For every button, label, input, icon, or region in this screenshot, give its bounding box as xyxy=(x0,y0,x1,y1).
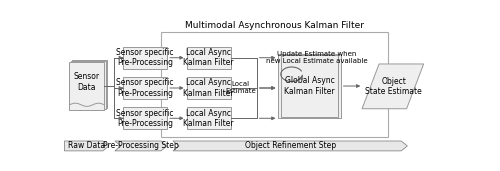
Bar xyxy=(278,54,340,118)
Text: Local Async
Kalman Filter: Local Async Kalman Filter xyxy=(184,78,234,98)
Bar xyxy=(282,55,338,117)
Bar xyxy=(71,61,106,109)
Text: Pre-Processing Step: Pre-Processing Step xyxy=(103,141,179,150)
Polygon shape xyxy=(173,141,408,151)
Text: Sensor specific
Pre-Processing: Sensor specific Pre-Processing xyxy=(116,109,173,128)
Text: Update Estimate when
new Local Estimate available: Update Estimate when new Local Estimate … xyxy=(266,51,368,64)
Bar xyxy=(72,60,108,108)
Bar xyxy=(162,32,388,137)
Bar xyxy=(186,107,231,129)
Bar xyxy=(122,107,167,129)
Text: Local
Estimate: Local Estimate xyxy=(226,81,256,94)
Bar xyxy=(70,62,104,110)
Text: Global Async
Kalman Filter: Global Async Kalman Filter xyxy=(284,76,335,96)
Text: Raw Data: Raw Data xyxy=(68,141,106,150)
Bar xyxy=(122,77,167,99)
Bar xyxy=(186,47,231,69)
Text: Local Async
Kalman Filter: Local Async Kalman Filter xyxy=(184,48,234,67)
Text: Object Refinement Step: Object Refinement Step xyxy=(244,141,336,150)
Text: Object
State Estimate: Object State Estimate xyxy=(365,77,422,96)
Bar xyxy=(122,47,167,69)
Text: Multimodal Asynchronous Kalman Filter: Multimodal Asynchronous Kalman Filter xyxy=(185,21,364,30)
Text: Sensor specific
Pre-Processing: Sensor specific Pre-Processing xyxy=(116,78,173,98)
Polygon shape xyxy=(64,141,109,151)
Bar xyxy=(186,77,231,99)
Polygon shape xyxy=(115,141,167,151)
Text: Sensor
Data: Sensor Data xyxy=(74,72,100,92)
Text: Local Async
Kalman Filter: Local Async Kalman Filter xyxy=(184,109,234,128)
Polygon shape xyxy=(362,64,424,109)
Text: Sensor specific
Pre-Processing: Sensor specific Pre-Processing xyxy=(116,48,173,67)
